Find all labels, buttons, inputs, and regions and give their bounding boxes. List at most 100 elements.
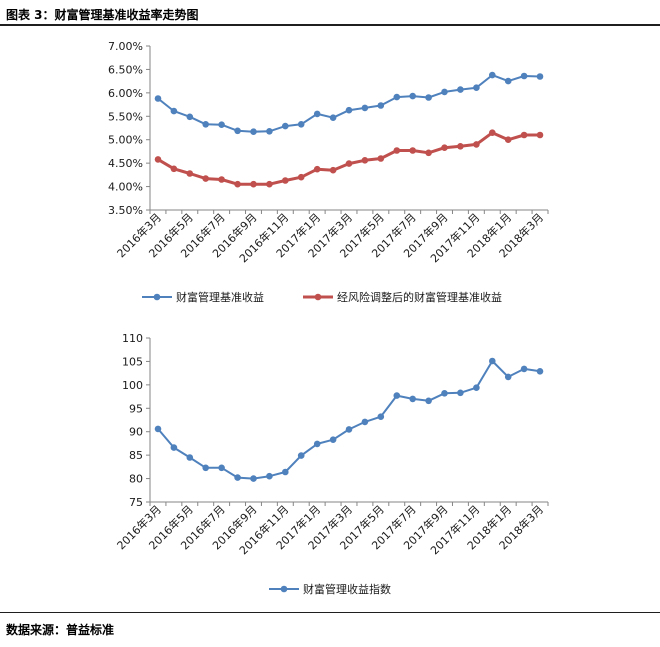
data-point xyxy=(361,418,369,426)
y-tick-label: 110 xyxy=(122,332,143,345)
data-point xyxy=(202,121,209,128)
data-point xyxy=(457,389,464,397)
data-point xyxy=(520,131,528,139)
figure-title: 图表 3：财富管理基准收益率走势图 xyxy=(6,8,199,22)
data-point xyxy=(218,176,225,183)
legend-swatch-marker xyxy=(153,293,161,301)
data-point xyxy=(282,122,289,130)
legend-swatch-marker xyxy=(314,293,322,301)
y-tick-label: 75 xyxy=(129,496,143,509)
data-point xyxy=(457,86,464,93)
y-tick-label: 100 xyxy=(122,379,143,392)
data-point xyxy=(234,474,241,481)
data-point xyxy=(441,88,448,96)
y-tick-label: 105 xyxy=(122,355,143,368)
data-point xyxy=(266,180,273,188)
data-point xyxy=(489,71,496,79)
data-point xyxy=(250,128,257,135)
chart-1: 3.50% 4.00% 4.50% 5.00% 5.50% 6.00% 6.50% 7.00%… xyxy=(108,40,549,304)
data-point xyxy=(457,143,464,150)
data-point xyxy=(313,440,321,448)
data-point xyxy=(536,131,544,139)
data-point xyxy=(425,94,432,101)
data-point xyxy=(504,373,512,381)
data-point xyxy=(170,444,178,451)
legend-item-1: 财富管理收益指数 xyxy=(269,582,391,596)
data-point xyxy=(361,104,369,112)
legend-item-2: 经风险调整后的财富管理基准收益 xyxy=(303,290,502,304)
legend-item-1: 财富管理基准收益 xyxy=(142,290,264,304)
chart-2: 75808590951001051102016年3月2016年5月2016年7月… xyxy=(114,332,549,596)
data-point xyxy=(377,102,385,109)
data-point xyxy=(345,160,353,167)
series-line-1 xyxy=(157,74,541,133)
data-point xyxy=(202,464,209,472)
y-tick-label: 6.00% xyxy=(108,87,143,100)
data-point xyxy=(504,77,512,85)
data-point xyxy=(282,177,289,184)
data-point xyxy=(345,106,353,114)
data-point xyxy=(441,144,448,151)
series-line-2 xyxy=(157,131,540,186)
y-tick-label: 95 xyxy=(129,402,143,415)
data-point xyxy=(393,93,401,101)
data-source-note: 数据来源：普益标准 xyxy=(6,623,115,637)
data-point xyxy=(313,110,321,118)
data-point xyxy=(409,147,417,154)
y-tick-label: 80 xyxy=(129,473,143,486)
legend-label: 财富管理收益指数 xyxy=(303,582,391,596)
data-point xyxy=(441,390,448,397)
legend-label: 经风险调整后的财富管理基准收益 xyxy=(337,290,502,304)
data-point xyxy=(377,155,385,162)
y-tick-label: 4.50% xyxy=(108,157,143,170)
data-point xyxy=(297,452,305,459)
data-point xyxy=(266,472,273,480)
data-point xyxy=(329,436,337,444)
y-tick-label: 6.50% xyxy=(108,63,143,76)
data-point xyxy=(473,84,480,91)
footer-divider xyxy=(0,612,660,613)
y-tick-label: 5.50% xyxy=(108,110,143,123)
data-point xyxy=(504,136,512,143)
series-line-1 xyxy=(157,360,541,480)
data-point xyxy=(520,365,528,373)
data-point xyxy=(170,165,178,173)
title-divider xyxy=(0,24,660,26)
data-point xyxy=(329,114,337,121)
data-point xyxy=(250,180,257,188)
data-point xyxy=(186,170,194,177)
data-point xyxy=(170,107,178,115)
y-tick-label: 5.00% xyxy=(108,134,143,147)
data-point xyxy=(218,121,225,128)
data-point xyxy=(313,165,321,173)
data-point xyxy=(154,95,162,102)
data-point xyxy=(297,173,305,181)
data-point xyxy=(409,92,417,100)
y-tick-label: 7.00% xyxy=(108,40,143,53)
data-point xyxy=(393,392,401,399)
data-point xyxy=(345,426,353,433)
data-point xyxy=(536,73,544,80)
data-point xyxy=(473,384,480,392)
legend-swatch-marker xyxy=(280,585,288,593)
data-point xyxy=(282,468,289,476)
data-point xyxy=(377,413,385,421)
data-point xyxy=(202,175,209,182)
data-point xyxy=(250,475,257,482)
data-point xyxy=(489,357,496,365)
data-point xyxy=(489,129,496,136)
y-tick-label: 3.50% xyxy=(108,204,143,217)
data-point xyxy=(361,157,369,164)
data-point xyxy=(409,395,417,403)
data-point xyxy=(473,141,480,148)
data-point xyxy=(520,72,528,80)
data-point xyxy=(297,121,305,128)
legend-label: 财富管理基准收益 xyxy=(176,290,264,304)
data-point xyxy=(186,454,194,461)
data-point xyxy=(234,127,241,135)
data-point xyxy=(266,128,273,135)
data-point xyxy=(329,166,337,174)
data-point xyxy=(186,113,194,121)
data-point xyxy=(425,397,432,405)
